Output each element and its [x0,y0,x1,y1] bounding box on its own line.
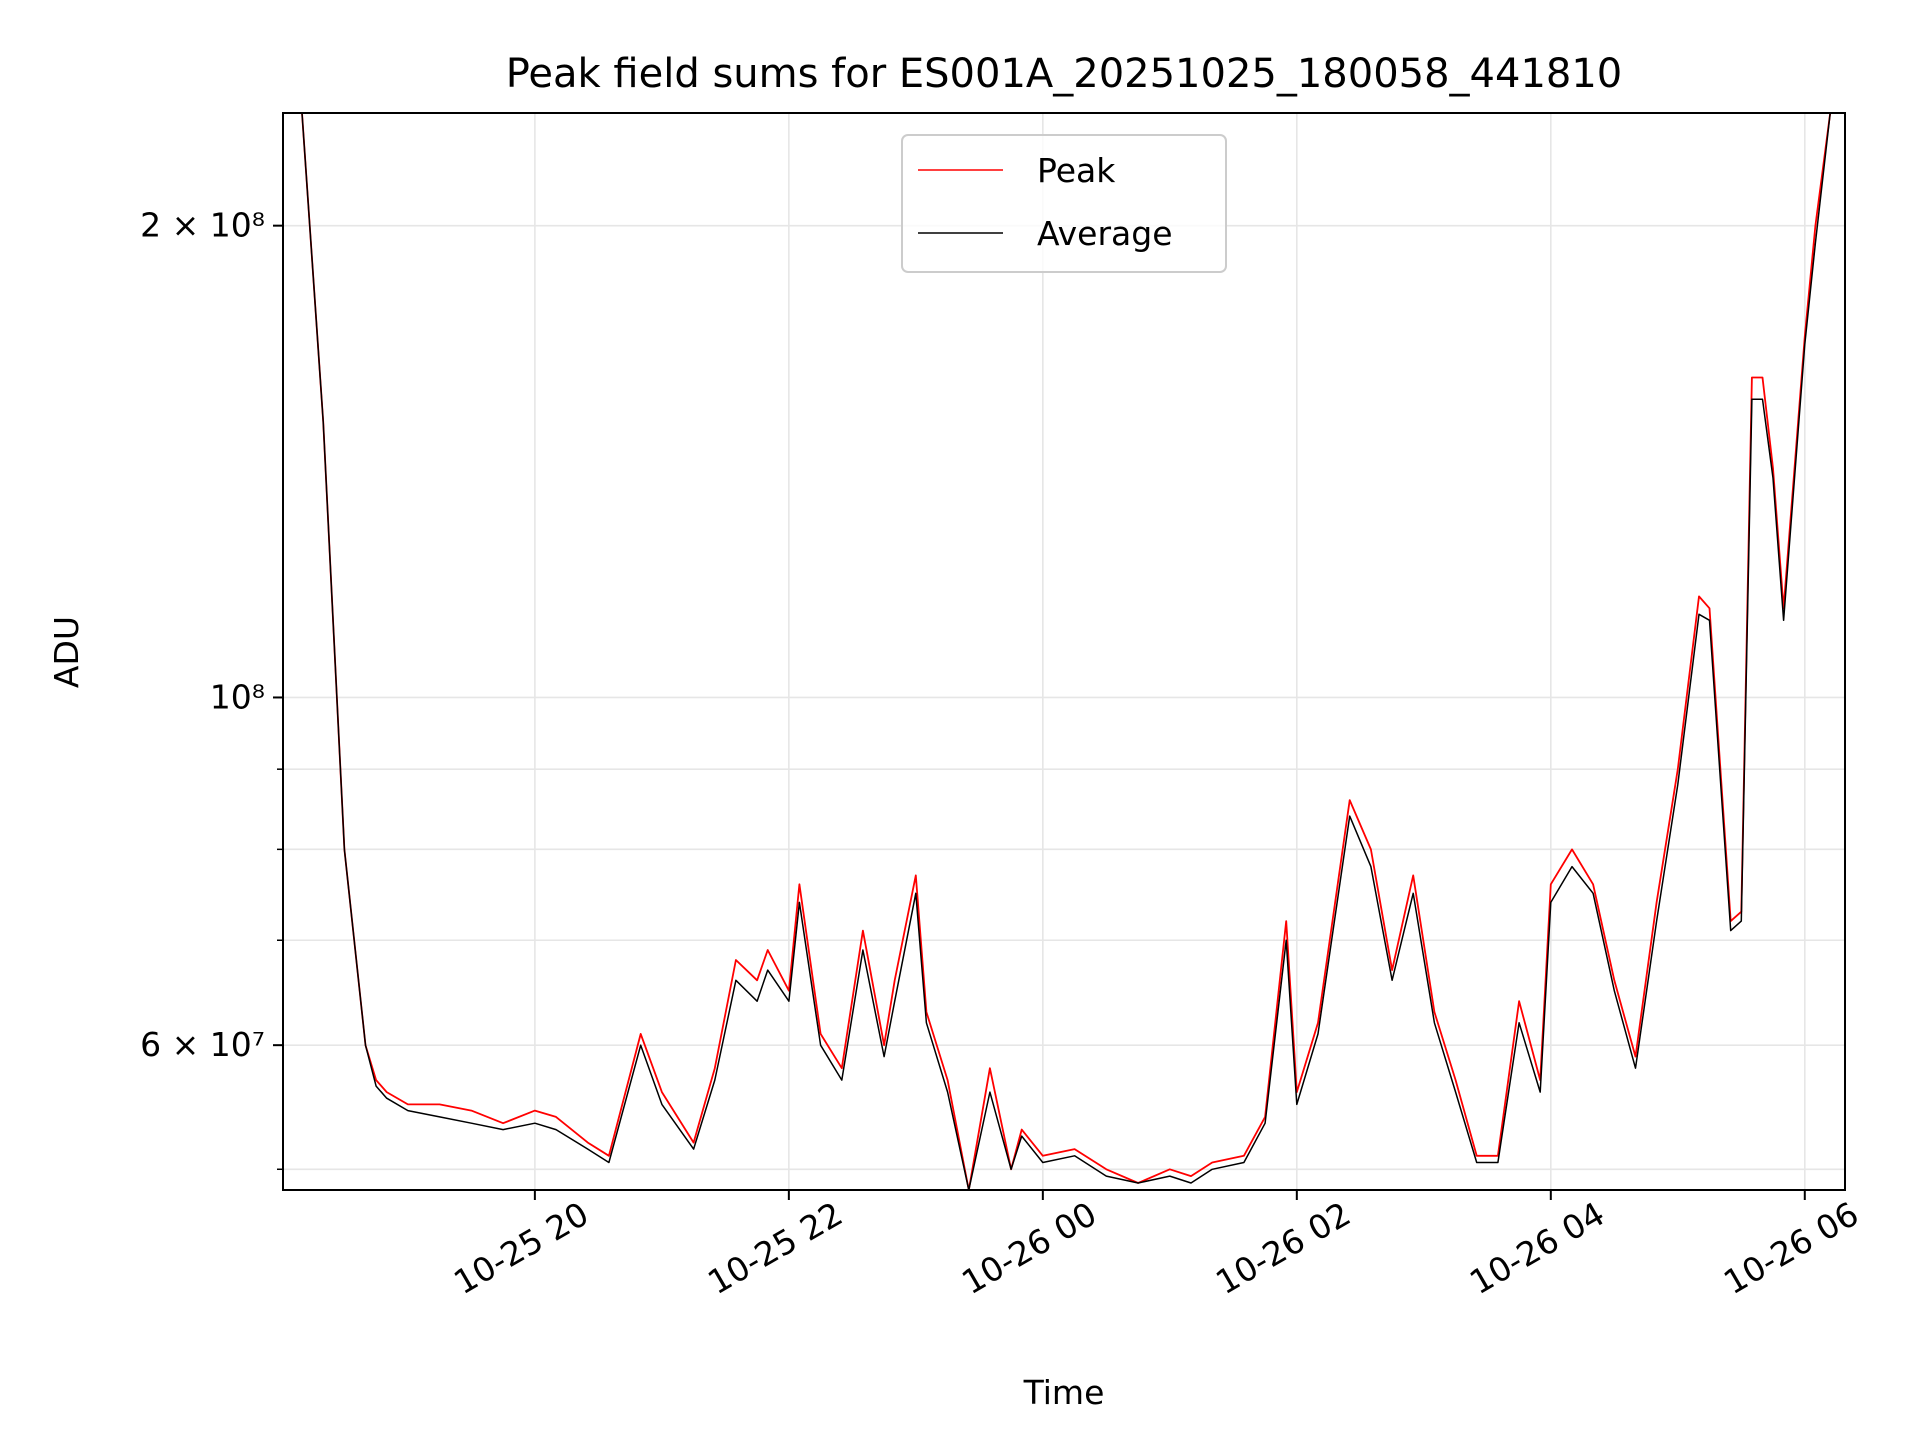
grid [283,113,1845,1190]
legend-label-peak: Peak [1037,151,1116,190]
series-line-average [283,113,1845,1190]
axes-frame [282,112,1846,1191]
chart-title: Peak field sums for ES001A_20251025_1800… [506,51,1623,97]
series-lines [283,113,1845,1190]
x-axis-label: Time [1023,1373,1105,1412]
y-tick-label: 10⁸ [210,677,265,716]
y-tick-label: 6 × 10⁷ [140,1025,265,1064]
legend: Peak Average [901,134,1227,273]
y-tick-label: 2 × 10⁸ [140,206,265,245]
y-axis-ticks: 6 × 10⁷ 10⁸ 2 × 10⁸ [140,206,283,1171]
legend-label-average: Average [1037,214,1173,253]
y-axis-label: ADU [47,616,86,688]
series-line-peak [283,113,1845,1190]
